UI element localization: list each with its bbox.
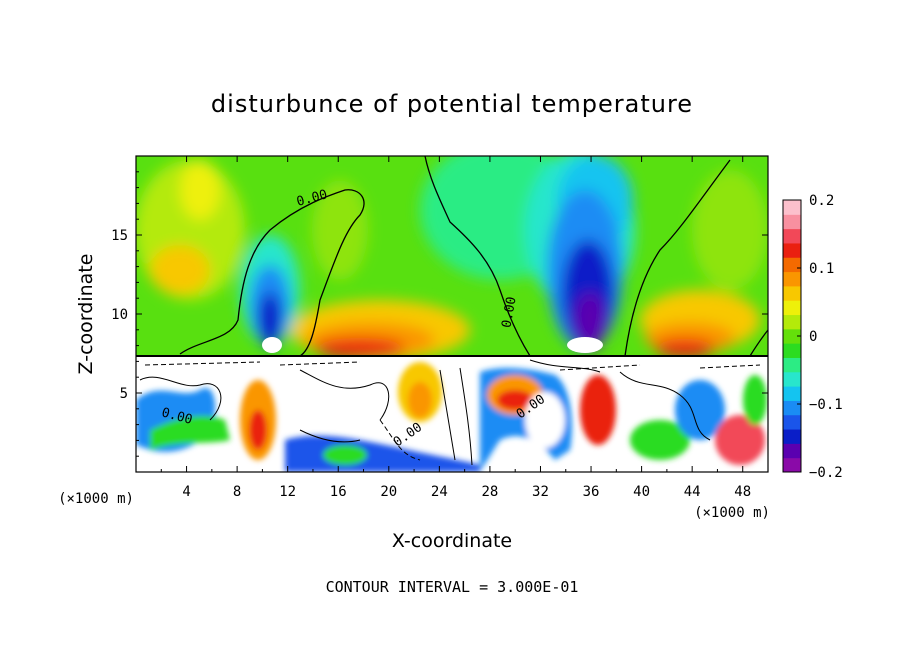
- y-tick-label: 15: [111, 228, 128, 244]
- colorbar-swatch: [783, 328, 801, 344]
- x-tick-label: 32: [532, 484, 549, 500]
- colorbar: 0.2 0.1 0 −0.1 −0.2: [782, 193, 843, 481]
- colorbar-tick-label: 0: [809, 329, 817, 345]
- x-tick-label: 8: [233, 484, 241, 500]
- colorbar-tick-label: 0.2: [809, 193, 834, 209]
- contour-label: 0.00: [499, 296, 519, 329]
- colorbar-swatch: [783, 271, 801, 287]
- colorbar-swatch: [783, 457, 801, 473]
- x-tick-label: 4: [182, 484, 190, 500]
- colorbar-swatch: [783, 214, 801, 230]
- y-tick-label: 10: [111, 307, 128, 323]
- colorbar-swatch: [783, 443, 801, 459]
- lower-contours: [139, 359, 711, 466]
- colorbar-swatch: [783, 414, 801, 430]
- x-tick-label: 44: [684, 484, 701, 500]
- x-unit-label: (×1000 m): [694, 505, 770, 521]
- colorbar-swatch: [783, 371, 801, 387]
- colorbar-swatch: [783, 314, 801, 330]
- colorbar-swatch: [783, 429, 801, 444]
- contour-labels: 0.00 0.00 0.00 0.00 0.00: [160, 187, 548, 450]
- z-unit-label: (×1000 m): [58, 491, 134, 507]
- colorbar-swatch: [783, 242, 801, 258]
- colorbar-tick-label: −0.2: [809, 465, 843, 481]
- y-axis-label: Z-coordinate: [75, 254, 97, 375]
- plot-area: [136, 156, 768, 472]
- y-tick-label: 5: [120, 386, 128, 402]
- colorbar-swatch: [783, 200, 801, 215]
- x-tick-label: 48: [734, 484, 751, 500]
- colorbar-tick-label: −0.1: [809, 397, 843, 413]
- x-tick-label: 40: [633, 484, 650, 500]
- colorbar-swatch: [783, 257, 801, 273]
- negative-contours: [144, 361, 761, 461]
- colorbar-swatch: [783, 357, 801, 373]
- colorbar-swatch: [783, 343, 801, 358]
- x-tick-label: 12: [279, 484, 296, 500]
- colorbar-swatch: [783, 300, 801, 316]
- x-axis-label: X-coordinate: [392, 530, 512, 552]
- x-axis: 4 8 12 16 20 24 28 32 36 40 44 48: [160, 156, 751, 500]
- colorbar-swatch: [783, 400, 801, 416]
- colorbar-tick-label: 0.1: [809, 261, 834, 277]
- x-tick-label: 28: [481, 484, 498, 500]
- x-tick-label: 36: [583, 484, 600, 500]
- y-axis: 5 10 15: [111, 171, 768, 457]
- x-tick-label: 24: [431, 484, 448, 500]
- contour-interval-note: CONTOUR INTERVAL = 3.000E-01: [326, 578, 579, 596]
- colorbar-swatch: [783, 285, 801, 301]
- colorbar-swatch: [783, 386, 801, 401]
- x-tick-label: 16: [330, 484, 347, 500]
- colorbar-swatch: [783, 228, 801, 244]
- chart-title: disturbunce of potential temperature: [211, 90, 693, 118]
- x-tick-label: 20: [380, 484, 397, 500]
